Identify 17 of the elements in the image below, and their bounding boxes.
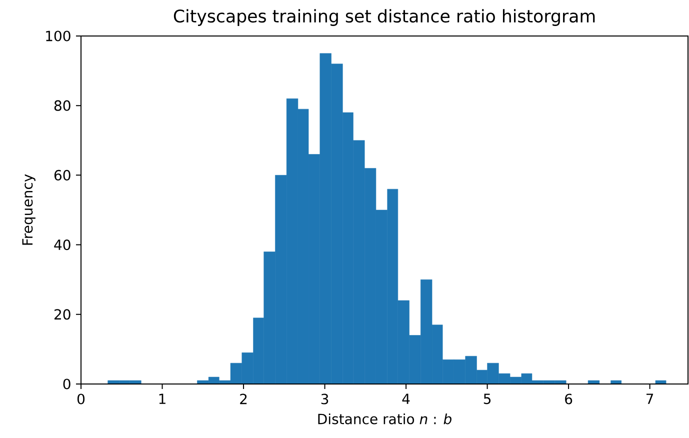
x-axis-title: Distance ratio n : b [318, 413, 452, 424]
x-tick-label: 0 [77, 394, 85, 404]
x-tick-label: 2 [240, 394, 247, 404]
x-tick-label: 3 [321, 394, 328, 404]
y-tick-label: 60 [54, 170, 70, 180]
y-tick-label: 0 [63, 378, 70, 390]
y-tick-label: 100 [46, 30, 70, 42]
x-tick-label: 1 [159, 394, 166, 404]
x-tick-label: 7 [646, 394, 654, 404]
x-tick-label: 5 [484, 394, 491, 404]
y-axis-title: Frequency [22, 174, 36, 245]
x-tick-label: 4 [402, 394, 410, 404]
y-tick-label: 40 [54, 239, 70, 250]
chart-title: Cityscapes training set distance ratio historgram [174, 9, 595, 26]
x-tick-label: 6 [565, 394, 572, 404]
y-tick-label: 20 [54, 309, 70, 320]
y-tick-label: 80 [54, 100, 70, 111]
